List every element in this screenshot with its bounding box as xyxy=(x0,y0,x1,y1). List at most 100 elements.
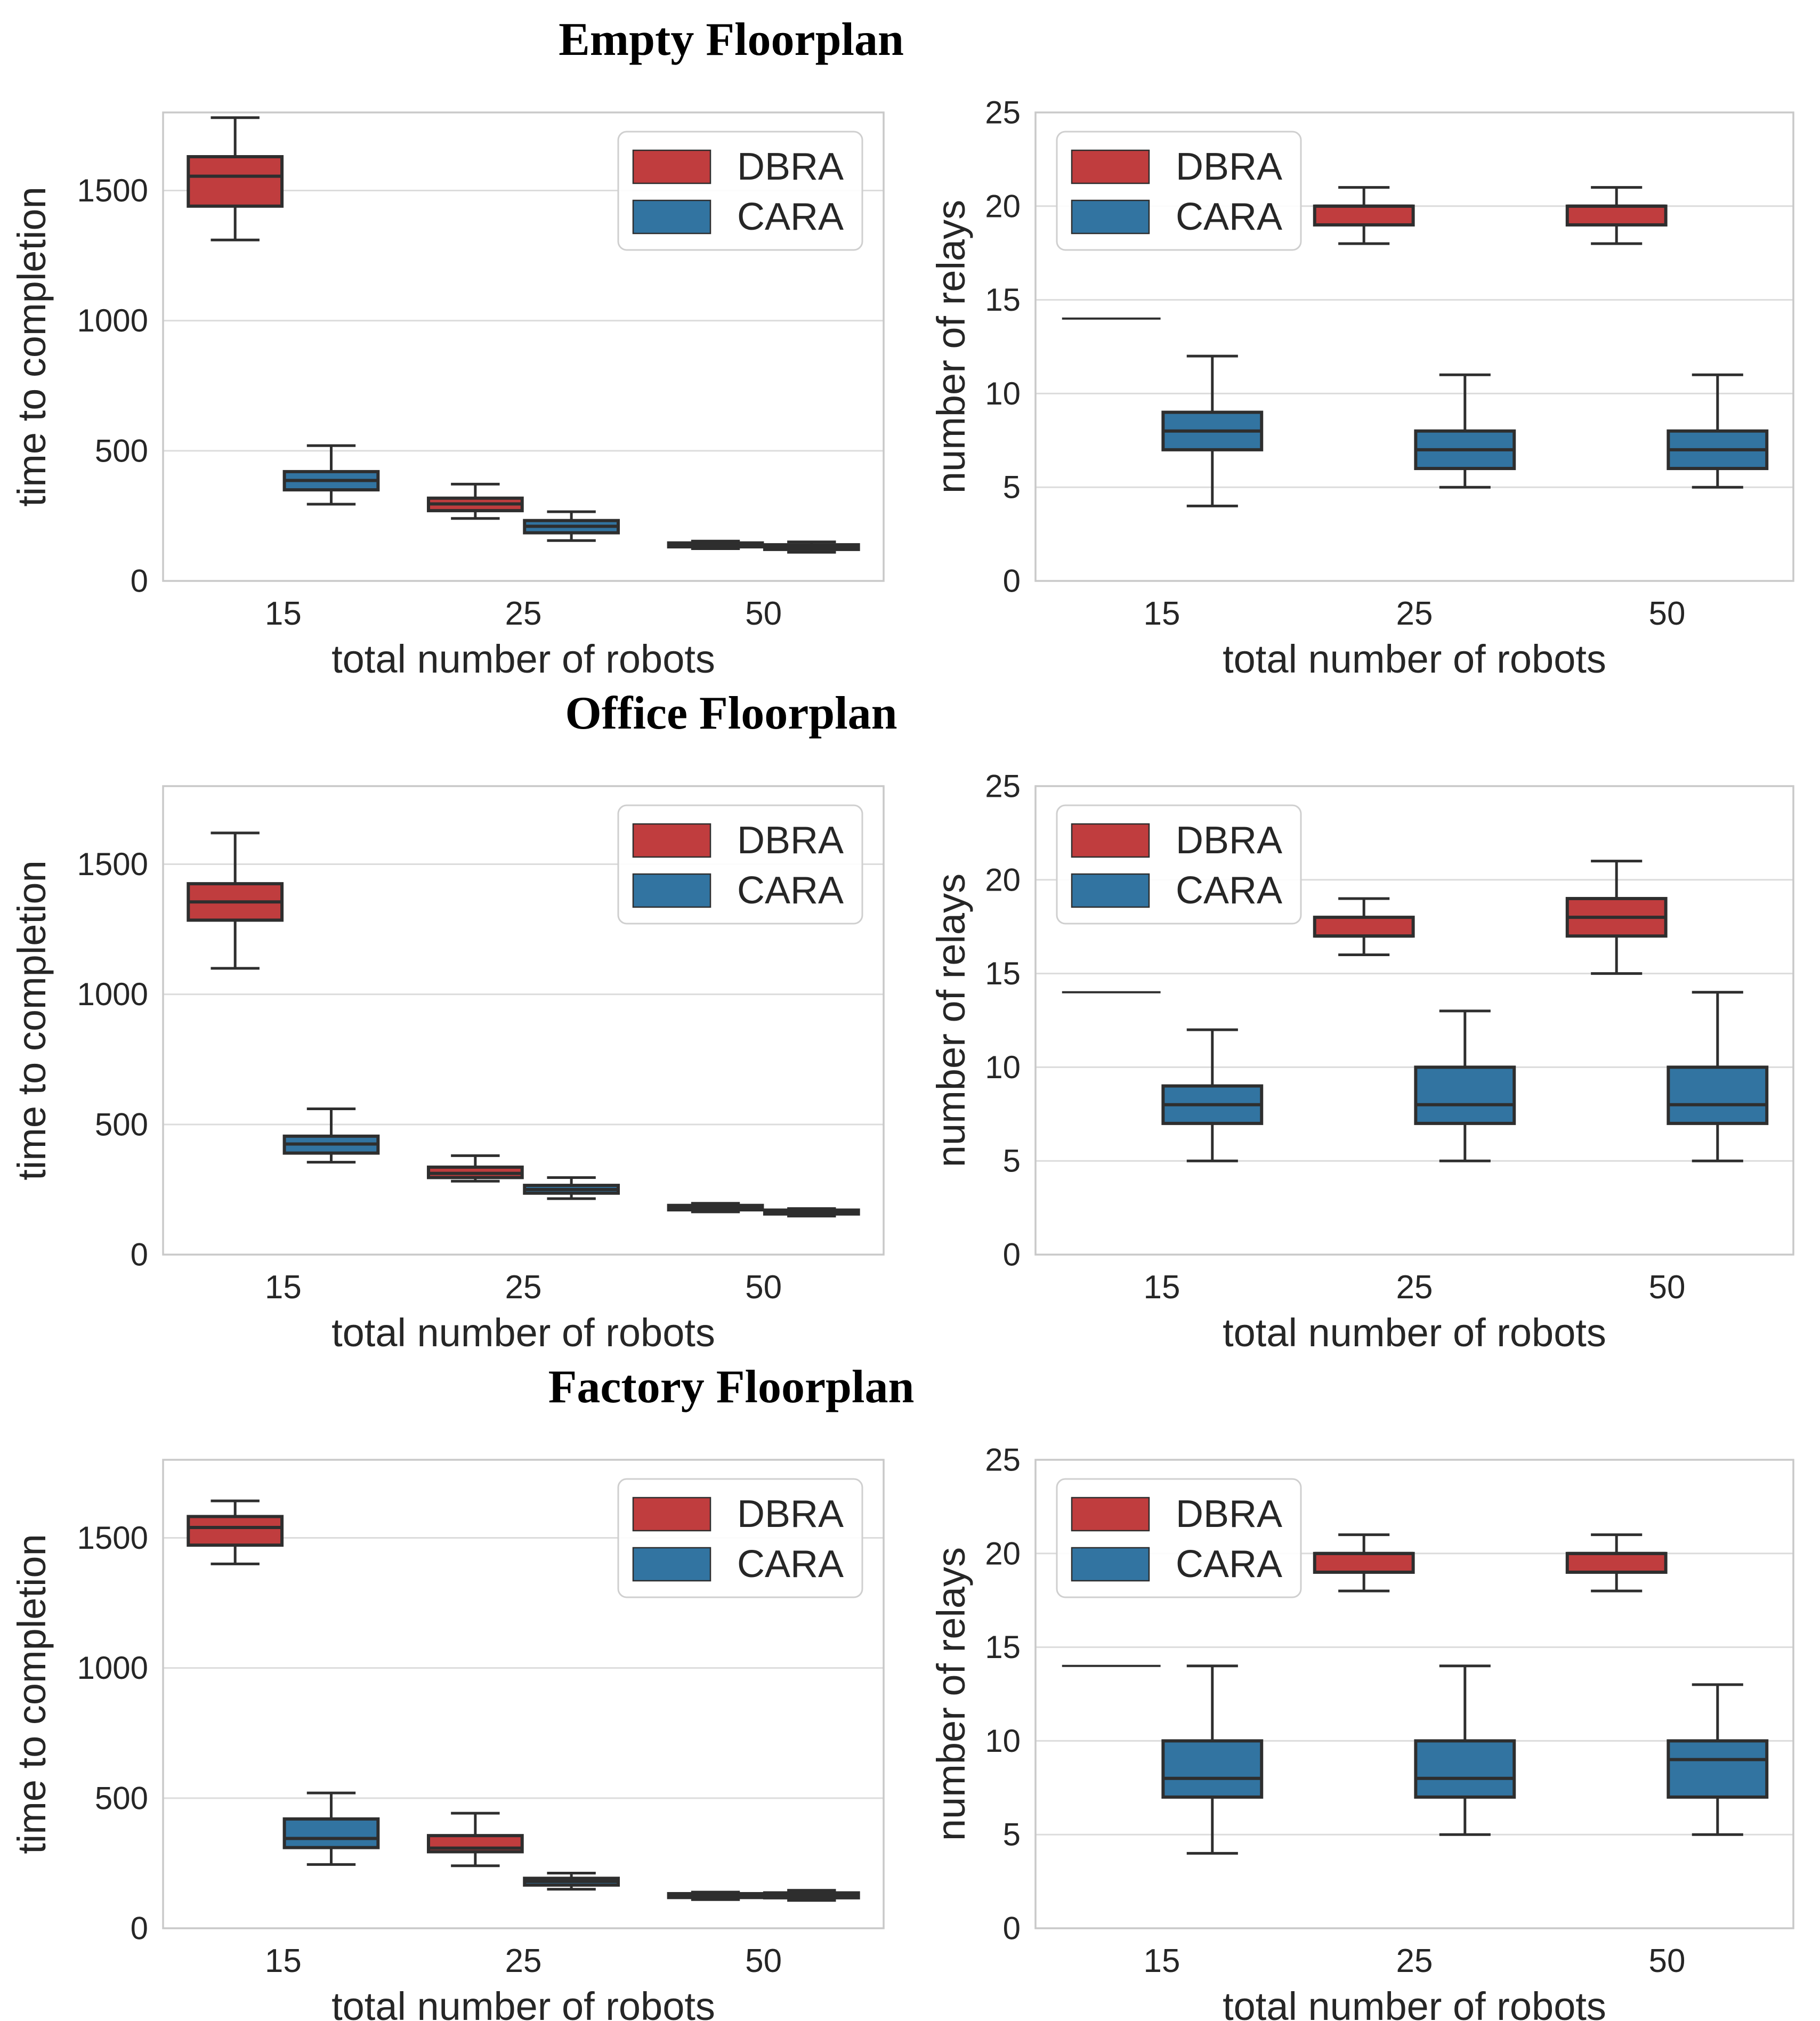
legend-label-dbra: DBRA xyxy=(1176,819,1282,862)
boxplot-cara-50 xyxy=(1667,373,1769,489)
box-cara-25 xyxy=(1414,1065,1516,1125)
x-tick-label: 50 xyxy=(745,1269,782,1306)
y-tick-label: 1000 xyxy=(77,1650,148,1686)
x-tick-label: 25 xyxy=(1396,1943,1433,1979)
legend: DBRA CARA xyxy=(617,804,863,925)
legend-swatch-cara xyxy=(632,873,711,908)
boxplot-dbra-15 xyxy=(187,831,284,970)
y-tick-label: 20 xyxy=(985,1535,1021,1571)
legend: DBRA CARA xyxy=(1056,1478,1302,1598)
panel-title: Empty Floorplan xyxy=(559,14,904,66)
y-tick-label: 0 xyxy=(131,1911,148,1946)
y-tick-label: 500 xyxy=(95,433,148,468)
panel-empty-floorplan: Empty Floorplan 0 500 1000 1500 15 25 50 total … xyxy=(0,0,1820,674)
box-dbra-25 xyxy=(1313,1551,1415,1574)
x-axis-label: total number of robots xyxy=(1223,1984,1606,2021)
axes-frame xyxy=(1034,1459,1794,1929)
y-tick-label: 5 xyxy=(1003,1817,1021,1853)
y-axis-label: time to completion xyxy=(10,187,54,507)
chart-office-relays-figure: 0 5 10 15 20 25 15 25 50 total number of robots nu… xyxy=(906,674,1820,1347)
box-cara-15 xyxy=(282,1817,380,1849)
legend-swatch-dbra xyxy=(1071,149,1150,184)
y-axis-label: time to completion xyxy=(10,1534,54,1854)
axes-frame xyxy=(162,785,885,1256)
box-dbra-15 xyxy=(187,1515,284,1547)
x-axis-label: total number of robots xyxy=(1223,637,1606,674)
legend-label-cara: CARA xyxy=(1176,1543,1282,1586)
chart-factory-time: 0 500 1000 1500 15 25 50 total number of robots… xyxy=(10,1459,885,2021)
y-tick-label: 0 xyxy=(131,563,148,599)
legend-label-dbra: DBRA xyxy=(1176,1493,1282,1535)
y-tick-label: 5 xyxy=(1003,470,1021,505)
boxplot-cara-25 xyxy=(1414,1009,1516,1162)
chart-office-time-figure: 0 500 1000 1500 15 25 50 total number of robots… xyxy=(0,674,906,1347)
x-tick-label: 25 xyxy=(1396,1269,1433,1306)
y-tick-label: 0 xyxy=(1003,1237,1021,1273)
legend-swatch-dbra xyxy=(632,1497,711,1532)
panel-charts: 0 500 1000 1500 15 25 50 total number of robots… xyxy=(0,674,1820,1347)
panel-title: Factory Floorplan xyxy=(548,1361,915,1413)
boxplot-dbra-25 xyxy=(1313,186,1415,245)
legend: DBRA CARA xyxy=(617,1478,863,1598)
x-tick-label: 25 xyxy=(505,1269,542,1306)
boxplot-cara-50 xyxy=(1667,1683,1769,1836)
y-axis-label: number of relays xyxy=(929,1547,973,1841)
panel-charts: 0 500 1000 1500 15 25 50 total number of robots… xyxy=(0,1347,1820,2021)
y-tick-label: 15 xyxy=(985,956,1021,991)
axes-frame xyxy=(162,111,885,582)
y-tick-label: 20 xyxy=(985,188,1021,224)
boxplot-cara-50 xyxy=(763,540,860,554)
chart-factory-time-figure: 0 500 1000 1500 15 25 50 total number of robots… xyxy=(0,1347,906,2021)
legend-swatch-cara xyxy=(1071,199,1150,235)
y-tick-label: 0 xyxy=(1003,1911,1021,1946)
legend-label-dbra: DBRA xyxy=(737,145,844,188)
x-tick-label: 50 xyxy=(745,1943,782,1979)
legend-label-dbra: DBRA xyxy=(737,1493,844,1535)
x-tick-label: 25 xyxy=(1396,595,1433,632)
chart-empty-time-figure: 0 500 1000 1500 15 25 50 total number of robots… xyxy=(0,0,906,674)
y-tick-label: 25 xyxy=(985,95,1021,131)
x-tick-label: 50 xyxy=(1649,1269,1686,1306)
legend-label-cara: CARA xyxy=(737,1543,844,1586)
boxplot-cara-50 xyxy=(763,1889,860,1902)
boxplot-cara-50 xyxy=(763,1207,860,1218)
boxplot-dbra-25 xyxy=(1313,897,1415,956)
x-tick-label: 15 xyxy=(1144,1269,1180,1306)
x-tick-label: 50 xyxy=(745,595,782,632)
boxplot-dbra-25 xyxy=(426,482,524,520)
panel-office-floorplan: Office Floorplan 0 500 1000 1500 15 25 50 total… xyxy=(0,674,1820,1347)
y-tick-label: 500 xyxy=(95,1780,148,1816)
y-tick-label: 1500 xyxy=(77,846,148,882)
box-cara-25 xyxy=(1414,1739,1516,1799)
x-axis-label: total number of robots xyxy=(331,1984,715,2021)
boxplot-dbra-15 xyxy=(187,1499,284,1565)
chart-empty-relays-figure: 0 5 10 15 20 25 15 25 50 total number of robots nu… xyxy=(906,0,1820,674)
box-cara-50 xyxy=(1667,1065,1769,1125)
boxplot-cara-25 xyxy=(523,510,620,542)
legend: DBRA CARA xyxy=(617,131,863,251)
box-dbra-50 xyxy=(1565,1551,1668,1574)
axes-frame xyxy=(162,1459,885,1929)
chart-empty-time: 0 500 1000 1500 15 25 50 total number of robots… xyxy=(10,111,885,674)
y-tick-label: 15 xyxy=(985,1629,1021,1665)
legend-label-cara: CARA xyxy=(737,869,844,912)
x-axis-label: total number of robots xyxy=(331,1311,715,1347)
boxplot-dbra-50 xyxy=(667,539,764,550)
y-tick-label: 10 xyxy=(985,376,1021,411)
chart-office-relays: 0 5 10 15 20 25 15 25 50 total number of robots nu… xyxy=(929,769,1794,1347)
x-tick-label: 50 xyxy=(1649,1943,1686,1979)
boxplot-cara-50 xyxy=(1667,991,1769,1162)
x-tick-label: 15 xyxy=(265,1943,302,1979)
boxplot-cara-25 xyxy=(1414,373,1516,489)
legend-label-cara: CARA xyxy=(1176,869,1282,912)
boxplot-cara-15 xyxy=(1161,1664,1264,1855)
y-tick-label: 1000 xyxy=(77,303,148,338)
boxplot-cara-25 xyxy=(523,1871,620,1891)
legend-swatch-dbra xyxy=(632,149,711,184)
boxplot-cara-25 xyxy=(523,1176,620,1200)
panel-charts: 0 500 1000 1500 15 25 50 total number of robots… xyxy=(0,0,1820,674)
boxplot-cara-15 xyxy=(1161,354,1264,507)
x-axis-label: total number of robots xyxy=(331,637,715,674)
boxplot-dbra-50 xyxy=(667,1202,764,1214)
